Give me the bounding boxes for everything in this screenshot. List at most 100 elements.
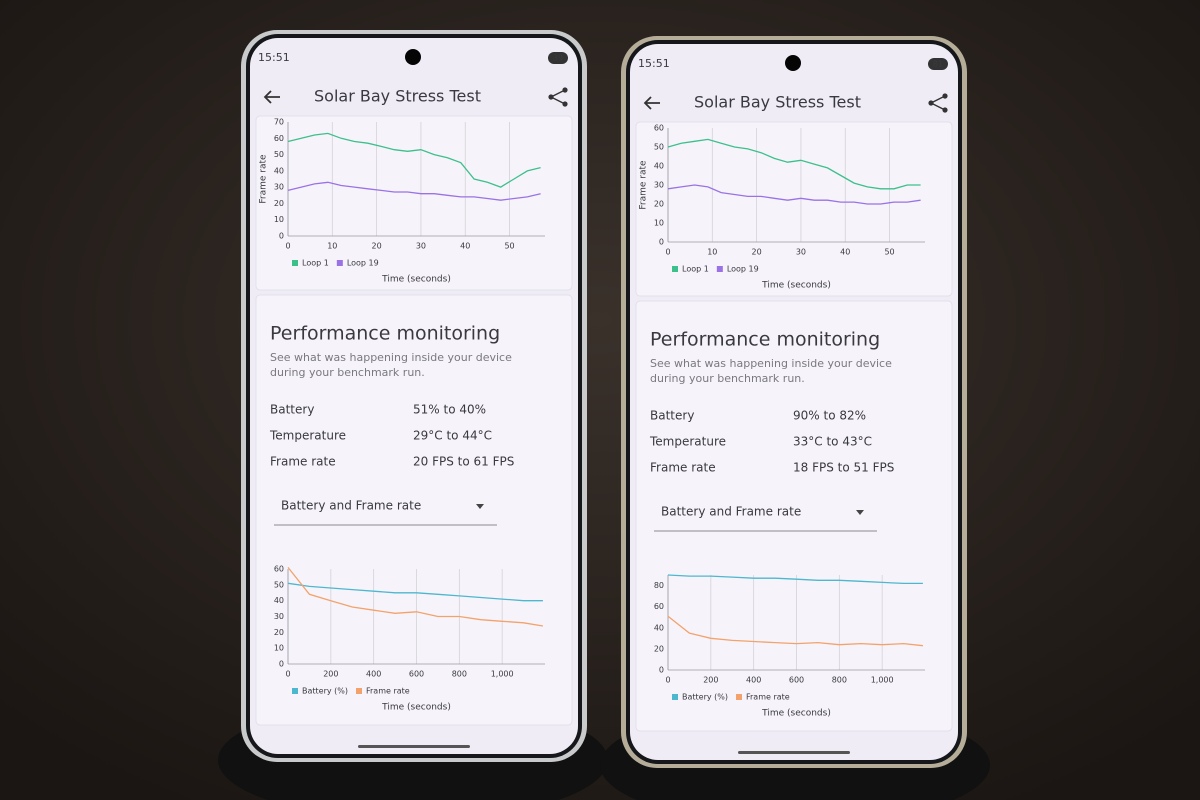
camera bbox=[405, 49, 421, 65]
row-value: 20 FPS to 61 FPS bbox=[413, 455, 514, 469]
dropdown-arrow bbox=[476, 504, 484, 509]
x-tick-label: 800 bbox=[832, 676, 847, 685]
legend-swatch bbox=[336, 260, 343, 266]
x-tick-label: 10 bbox=[327, 242, 337, 251]
legend-swatch bbox=[292, 688, 298, 694]
y-tick-label: 40 bbox=[654, 623, 664, 632]
y-tick-label: 60 bbox=[654, 124, 664, 133]
legend-swatch bbox=[716, 266, 723, 272]
y-tick-label: 40 bbox=[654, 162, 664, 171]
legend-label: Frame rate bbox=[746, 693, 790, 702]
legend-swatch bbox=[356, 688, 362, 694]
legend-label: Loop 19 bbox=[727, 265, 759, 274]
battery-badge bbox=[548, 52, 568, 64]
share-button[interactable] bbox=[548, 87, 568, 107]
row-label: Battery bbox=[650, 409, 694, 423]
row-label: Temperature bbox=[649, 435, 726, 449]
row-value: 90% to 82% bbox=[793, 409, 866, 423]
x-axis-title: Time (seconds) bbox=[761, 709, 831, 719]
legend-swatch bbox=[672, 694, 678, 700]
dropdown[interactable]: Battery and Frame rate bbox=[654, 505, 877, 532]
dropdown-arrow bbox=[856, 510, 864, 515]
battery-level: 81 bbox=[933, 60, 943, 69]
legend-label: Loop 1 bbox=[302, 259, 329, 268]
x-tick-label: 600 bbox=[789, 676, 804, 685]
x-tick-label: 400 bbox=[366, 670, 381, 679]
series-line bbox=[667, 184, 921, 205]
x-tick-label: 400 bbox=[746, 676, 761, 685]
x-tick-label: 200 bbox=[703, 676, 718, 685]
status-time: 15:51 bbox=[638, 57, 670, 70]
y-tick-label: 10 bbox=[274, 644, 284, 653]
x-tick-label: 200 bbox=[323, 670, 338, 679]
x-tick-label: 20 bbox=[752, 248, 762, 257]
perf-heading: Performance monitoring bbox=[270, 323, 500, 345]
y-tick-label: 60 bbox=[274, 565, 284, 574]
row-label: Frame rate bbox=[650, 461, 716, 475]
row-value: 51% to 40% bbox=[413, 403, 486, 417]
x-tick-label: 0 bbox=[665, 248, 670, 257]
perf-heading: Performance monitoring bbox=[650, 329, 880, 351]
row-value: 18 FPS to 51 FPS bbox=[793, 461, 894, 475]
y-tick-label: 0 bbox=[659, 238, 664, 247]
y-tick-label: 20 bbox=[274, 199, 284, 208]
legend-swatch bbox=[672, 266, 678, 272]
perf-description: See what was happening inside your devic… bbox=[650, 357, 892, 385]
legend-label: Loop 19 bbox=[347, 259, 379, 268]
x-tick-label: 30 bbox=[796, 248, 806, 257]
y-tick-label: 70 bbox=[274, 118, 284, 127]
y-tick-label: 30 bbox=[274, 612, 284, 621]
perf-description-box: See what was happening inside your devic… bbox=[650, 357, 892, 385]
series-line bbox=[667, 574, 923, 585]
y-axis-title: Frame rate bbox=[639, 160, 649, 210]
y-tick-label: 30 bbox=[654, 181, 664, 190]
share-button[interactable] bbox=[928, 93, 948, 113]
dropdown-label: Battery and Frame rate bbox=[281, 499, 421, 513]
screen-title: Solar Bay Stress Test bbox=[314, 87, 481, 106]
legend-swatch bbox=[292, 260, 298, 266]
x-tick-label: 30 bbox=[416, 242, 426, 251]
share-lines bbox=[929, 95, 946, 111]
perf-card bbox=[255, 294, 573, 726]
x-tick-label: 600 bbox=[409, 670, 424, 679]
row-value: 33°C to 43°C bbox=[793, 435, 872, 449]
legend-label: Frame rate bbox=[366, 687, 410, 696]
y-tick-label: 10 bbox=[274, 215, 284, 224]
x-tick-label: 1,000 bbox=[491, 670, 514, 679]
x-tick-label: 0 bbox=[665, 676, 670, 685]
y-tick-label: 50 bbox=[274, 580, 284, 589]
screen-title: Solar Bay Stress Test bbox=[694, 93, 861, 112]
legend-label: Battery (%) bbox=[302, 687, 348, 696]
y-tick-label: 20 bbox=[654, 200, 664, 209]
y-tick-label: 80 bbox=[654, 581, 664, 590]
y-tick-label: 10 bbox=[654, 219, 664, 228]
battery-level: 39 bbox=[553, 54, 563, 63]
y-tick-label: 40 bbox=[274, 596, 284, 605]
x-tick-label: 50 bbox=[884, 248, 894, 257]
back-button[interactable] bbox=[643, 96, 660, 110]
series-line bbox=[667, 615, 923, 647]
series-line bbox=[287, 132, 541, 188]
phone: 15:51 81 Solar Bay Stress Test 0 10 20 30 40 50 6… bbox=[621, 36, 967, 768]
y-tick-label: 30 bbox=[274, 183, 284, 192]
legend-swatch bbox=[736, 694, 742, 700]
back-button[interactable] bbox=[263, 90, 280, 104]
chart-card bbox=[635, 121, 953, 297]
legend-label: Loop 1 bbox=[682, 265, 709, 274]
y-tick-label: 50 bbox=[274, 150, 284, 159]
x-tick-label: 40 bbox=[840, 248, 850, 257]
perf-card bbox=[635, 300, 953, 732]
perf-description: See what was happening inside your devic… bbox=[270, 351, 512, 379]
x-axis-title: Time (seconds) bbox=[381, 703, 451, 713]
x-tick-label: 20 bbox=[372, 242, 382, 251]
y-tick-label: 0 bbox=[659, 666, 664, 675]
x-tick-label: 40 bbox=[460, 242, 470, 251]
row-value: 29°C to 44°C bbox=[413, 429, 492, 443]
series-line bbox=[287, 566, 544, 627]
dropdown[interactable]: Battery and Frame rate bbox=[274, 499, 497, 526]
y-tick-label: 20 bbox=[654, 644, 664, 653]
home-indicator bbox=[358, 745, 470, 748]
series-line bbox=[667, 138, 921, 190]
legend-label: Battery (%) bbox=[682, 693, 728, 702]
